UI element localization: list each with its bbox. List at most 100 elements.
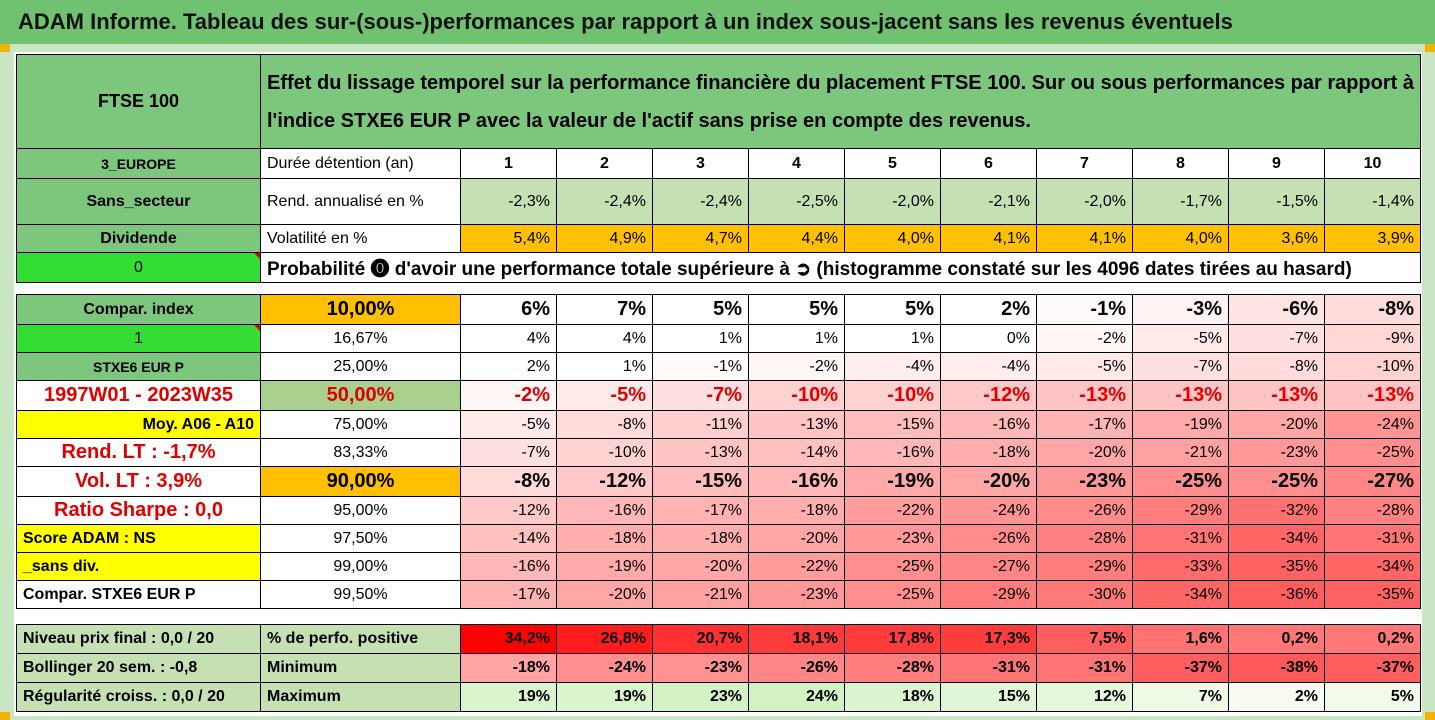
performance-cell: -36% [1228, 580, 1325, 609]
performance-cell: -13% [1132, 380, 1229, 411]
performance-cell: -20% [1036, 438, 1133, 467]
performance-cell: -13% [1228, 380, 1325, 411]
volatility-cell: 4,0% [1132, 224, 1229, 253]
performance-cell: -23% [748, 580, 845, 609]
region-label[interactable]: 3_EUROPE [16, 148, 261, 179]
asset-name[interactable]: FTSE 100 [16, 54, 261, 149]
year-cell: 8 [1132, 148, 1229, 179]
without-dividend-label[interactable]: _sans div. [16, 552, 261, 581]
performance-cell: -29% [1036, 552, 1133, 581]
long-term-return[interactable]: Rend. LT : -1,7% [16, 438, 261, 467]
summary-row: Bollinger 20 sem. : -0,8 Minimum -18% -24% -… [16, 653, 1421, 683]
index-name-label[interactable]: STXE6 EUR P [16, 352, 261, 381]
performance-cell: 5% [844, 294, 941, 325]
probability-row: Compar. STXE6 EUR P 99,50% -17% -20% -21% -23… [16, 580, 1421, 609]
performance-cell: -20% [1228, 410, 1325, 439]
return-cell: -2,0% [844, 178, 941, 225]
return-cell: -2,4% [556, 178, 653, 225]
return-cell: -1,5% [1228, 178, 1325, 225]
performance-cell: -3% [1132, 294, 1229, 325]
input-one[interactable]: 1 [16, 324, 261, 353]
performance-cell: -5% [1036, 352, 1133, 381]
comparison-index-label[interactable]: Compar. STXE6 EUR P [16, 580, 261, 609]
performance-cell: -16% [460, 552, 557, 581]
long-term-volatility[interactable]: Vol. LT : 3,9% [16, 466, 261, 497]
performance-cell: -28% [1324, 496, 1421, 525]
probability-row: STXE6 EUR P 25,00% 2% 1% -1% -2% -4% -4% -5% -7% -… [16, 352, 1421, 381]
summary-cell: -28% [844, 653, 941, 683]
period-label[interactable]: 1997W01 - 2023W35 [16, 380, 261, 411]
corner-marker [1425, 712, 1435, 720]
probability-row: _sans div. 99,00% -16% -19% -20% -22% -25% -27%… [16, 552, 1421, 581]
year-cell: 7 [1036, 148, 1133, 179]
performance-cell: -13% [652, 438, 749, 467]
performance-cell: -16% [556, 496, 653, 525]
year-cell: 5 [844, 148, 941, 179]
performance-cell: -33% [1132, 552, 1229, 581]
probability-level: 16,67% [260, 324, 461, 353]
summary-cell: 19% [556, 682, 653, 712]
summary-cell: 18,1% [748, 624, 845, 654]
performance-cell: 1% [748, 324, 845, 353]
performance-cell: 5% [652, 294, 749, 325]
summary-cell: 23% [652, 682, 749, 712]
performance-cell: -20% [940, 466, 1037, 497]
average-label[interactable]: Moy. A06 - A10 [16, 410, 261, 439]
performance-cell: -20% [748, 524, 845, 553]
performance-cell: 5% [748, 294, 845, 325]
performance-cell: -5% [460, 410, 557, 439]
probability-row: Score ADAM : NS 97,50% -14% -18% -18% -20% -23… [16, 524, 1421, 553]
performance-cell: 4% [460, 324, 557, 353]
performance-cell: -35% [1324, 580, 1421, 609]
growth-regularity[interactable]: Régularité croiss. : 0,0 / 20 [16, 682, 261, 712]
summary-cell: -23% [652, 653, 749, 683]
performance-cell: -35% [1228, 552, 1325, 581]
performance-cell: 0% [940, 324, 1037, 353]
performance-cell: 4% [556, 324, 653, 353]
performance-cell: -18% [556, 524, 653, 553]
bollinger-value[interactable]: Bollinger 20 sem. : -0,8 [16, 653, 261, 683]
summary-cell: 7% [1132, 682, 1229, 712]
performance-cell: -13% [1036, 380, 1133, 411]
performance-cell: -2% [460, 380, 557, 411]
performance-cell: -8% [1324, 294, 1421, 325]
summary-cell: 1,6% [1132, 624, 1229, 654]
performance-cell: -23% [844, 524, 941, 553]
return-cell: -1,4% [1324, 178, 1421, 225]
performance-cell: 2% [460, 352, 557, 381]
adam-score[interactable]: Score ADAM : NS [16, 524, 261, 553]
dividend-label[interactable]: Dividende [16, 224, 261, 253]
return-cell: -2,0% [1036, 178, 1133, 225]
summary-cell: -18% [460, 653, 557, 683]
return-label: Rend. annualisé en % [260, 178, 461, 225]
sharpe-ratio[interactable]: Ratio Sharpe : 0,0 [16, 496, 261, 525]
probability-level: 25,00% [260, 352, 461, 381]
performance-cell: -13% [748, 410, 845, 439]
summary-cell: 18% [844, 682, 941, 712]
minimum-label: Minimum [260, 653, 461, 683]
volatility-cell: 3,9% [1324, 224, 1421, 253]
performance-cell: -28% [1036, 524, 1133, 553]
probability-level: 99,00% [260, 552, 461, 581]
performance-cell: 1% [652, 324, 749, 353]
input-zero[interactable]: 0 [16, 252, 261, 283]
compar-index-label[interactable]: Compar. index [16, 294, 261, 325]
probability-level: 90,00% [260, 466, 461, 497]
report-title: ADAM Informe. Tableau des sur-(sous-)per… [0, 0, 1435, 44]
final-price-level[interactable]: Niveau prix final : 0,0 / 20 [16, 624, 261, 654]
probability-level: 50,00% [260, 380, 461, 411]
performance-cell: -12% [460, 496, 557, 525]
sector-label[interactable]: Sans_secteur [16, 178, 261, 225]
return-cell: -2,4% [652, 178, 749, 225]
performance-cell: -26% [940, 524, 1037, 553]
summary-row: Régularité croiss. : 0,0 / 20 Maximum 19% 1… [16, 682, 1421, 712]
volatility-cell: 3,6% [1228, 224, 1325, 253]
performance-cell: -25% [1228, 466, 1325, 497]
performance-cell: -10% [556, 438, 653, 467]
probability-level: 75,00% [260, 410, 461, 439]
performance-cell: -19% [844, 466, 941, 497]
corner-marker [0, 712, 10, 720]
year-cell: 10 [1324, 148, 1421, 179]
performance-cell: 7% [556, 294, 653, 325]
corner-marker [1425, 44, 1435, 52]
